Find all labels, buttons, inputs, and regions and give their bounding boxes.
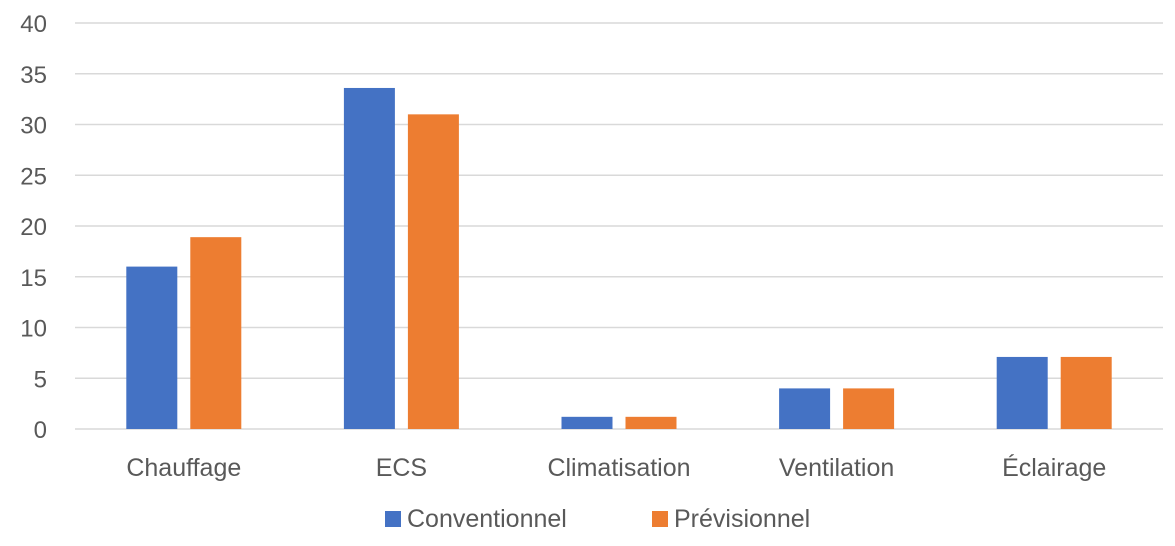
- legend-swatch-0: [385, 511, 401, 527]
- bar-pr-visionnel-0: [190, 237, 242, 429]
- bar-conventionnel-3: [779, 388, 831, 429]
- x-category-label: Ventilation: [779, 454, 894, 482]
- y-tick-label: 0: [34, 417, 47, 444]
- y-tick-label: 5: [34, 366, 47, 393]
- legend-label: Prévisionnel: [674, 505, 810, 533]
- legend: Conventionnel Prévisionnel: [385, 505, 810, 533]
- bar-conventionnel-0: [126, 266, 178, 429]
- y-tick-label: 30: [20, 113, 47, 140]
- x-axis-category-labels: Chauffage ECS Climatisation Ventilation Écla…: [126, 453, 1106, 482]
- x-category-label: ECS: [376, 454, 427, 482]
- x-category-label: Chauffage: [126, 454, 241, 482]
- bar-pr-visionnel-2: [625, 416, 677, 429]
- bar-pr-visionnel-1: [407, 114, 459, 429]
- y-tick-label: 20: [20, 214, 47, 241]
- x-category-label: Climatisation: [547, 454, 690, 482]
- x-category-label: Éclairage: [1002, 453, 1106, 482]
- y-tick-label: 35: [20, 62, 47, 89]
- bar-conventionnel-4: [996, 356, 1048, 429]
- bar-conventionnel-1: [343, 87, 395, 430]
- y-tick-label: 10: [20, 316, 47, 343]
- bar-conventionnel-2: [561, 416, 613, 429]
- bar-pr-visionnel-4: [1060, 356, 1112, 429]
- y-tick-label: 15: [20, 265, 47, 292]
- bar-pr-visionnel-3: [843, 388, 895, 429]
- gridlines: [75, 22, 1163, 430]
- y-axis-tick-labels: 0 5 10 15 20 25 30 35 40: [20, 11, 47, 444]
- legend-label: Conventionnel: [407, 505, 567, 533]
- legend-swatch-1: [652, 511, 668, 527]
- y-tick-label: 25: [20, 163, 47, 190]
- bars: [126, 87, 1112, 430]
- y-tick-label: 40: [20, 11, 47, 38]
